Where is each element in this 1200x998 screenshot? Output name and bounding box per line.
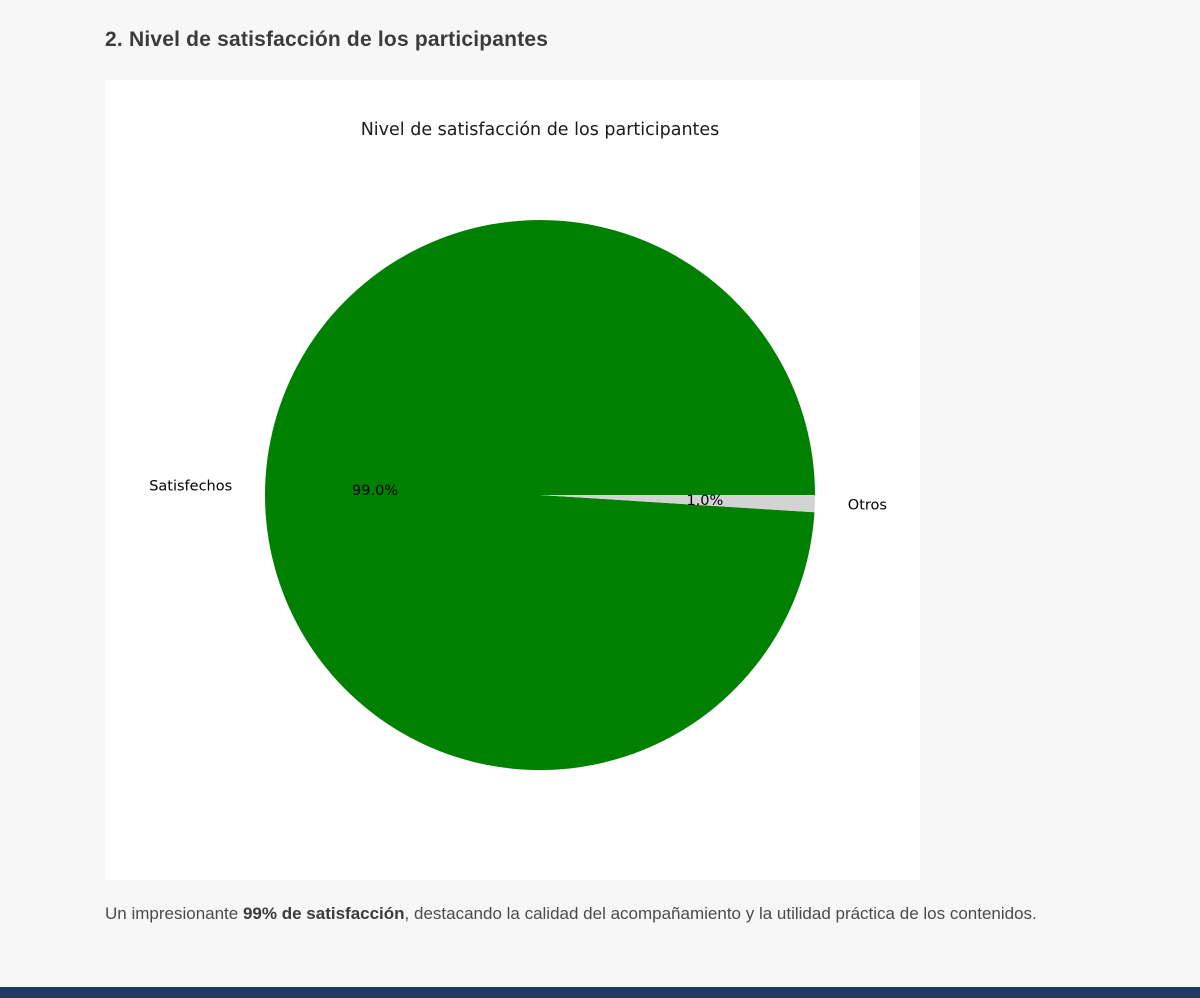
- report-section: 2. Nivel de satisfacción de los particip…: [105, 28, 1125, 934]
- pct-label: 99.0%: [352, 483, 398, 499]
- chart-title: Nivel de satisfacción de los participant…: [361, 120, 720, 140]
- summary-paragraph: Un impresionante 99% de satisfacción, de…: [105, 894, 1125, 934]
- summary-suffix: , destacando la calidad del acompañamien…: [404, 904, 1037, 923]
- category-label: Otros: [848, 498, 887, 514]
- category-label: Satisfechos: [149, 478, 232, 494]
- chart-figure: Nivel de satisfacción de los participant…: [105, 80, 920, 880]
- bottom-bar: [0, 987, 1200, 998]
- summary-bold: 99% de satisfacción: [242, 904, 405, 923]
- pct-label: 1.0%: [686, 493, 723, 509]
- pie-slice-otros: [540, 495, 815, 513]
- summary-prefix: Un impresionante: [105, 904, 243, 923]
- pie-chart-svg: Nivel de satisfacción de los participant…: [149, 120, 887, 771]
- section-heading: 2. Nivel de satisfacción de los particip…: [105, 28, 549, 51]
- pie-group: 99.0% Satisfechos 1.0% Otros: [149, 220, 887, 771]
- pie-slice-satisfechos: [264, 220, 815, 771]
